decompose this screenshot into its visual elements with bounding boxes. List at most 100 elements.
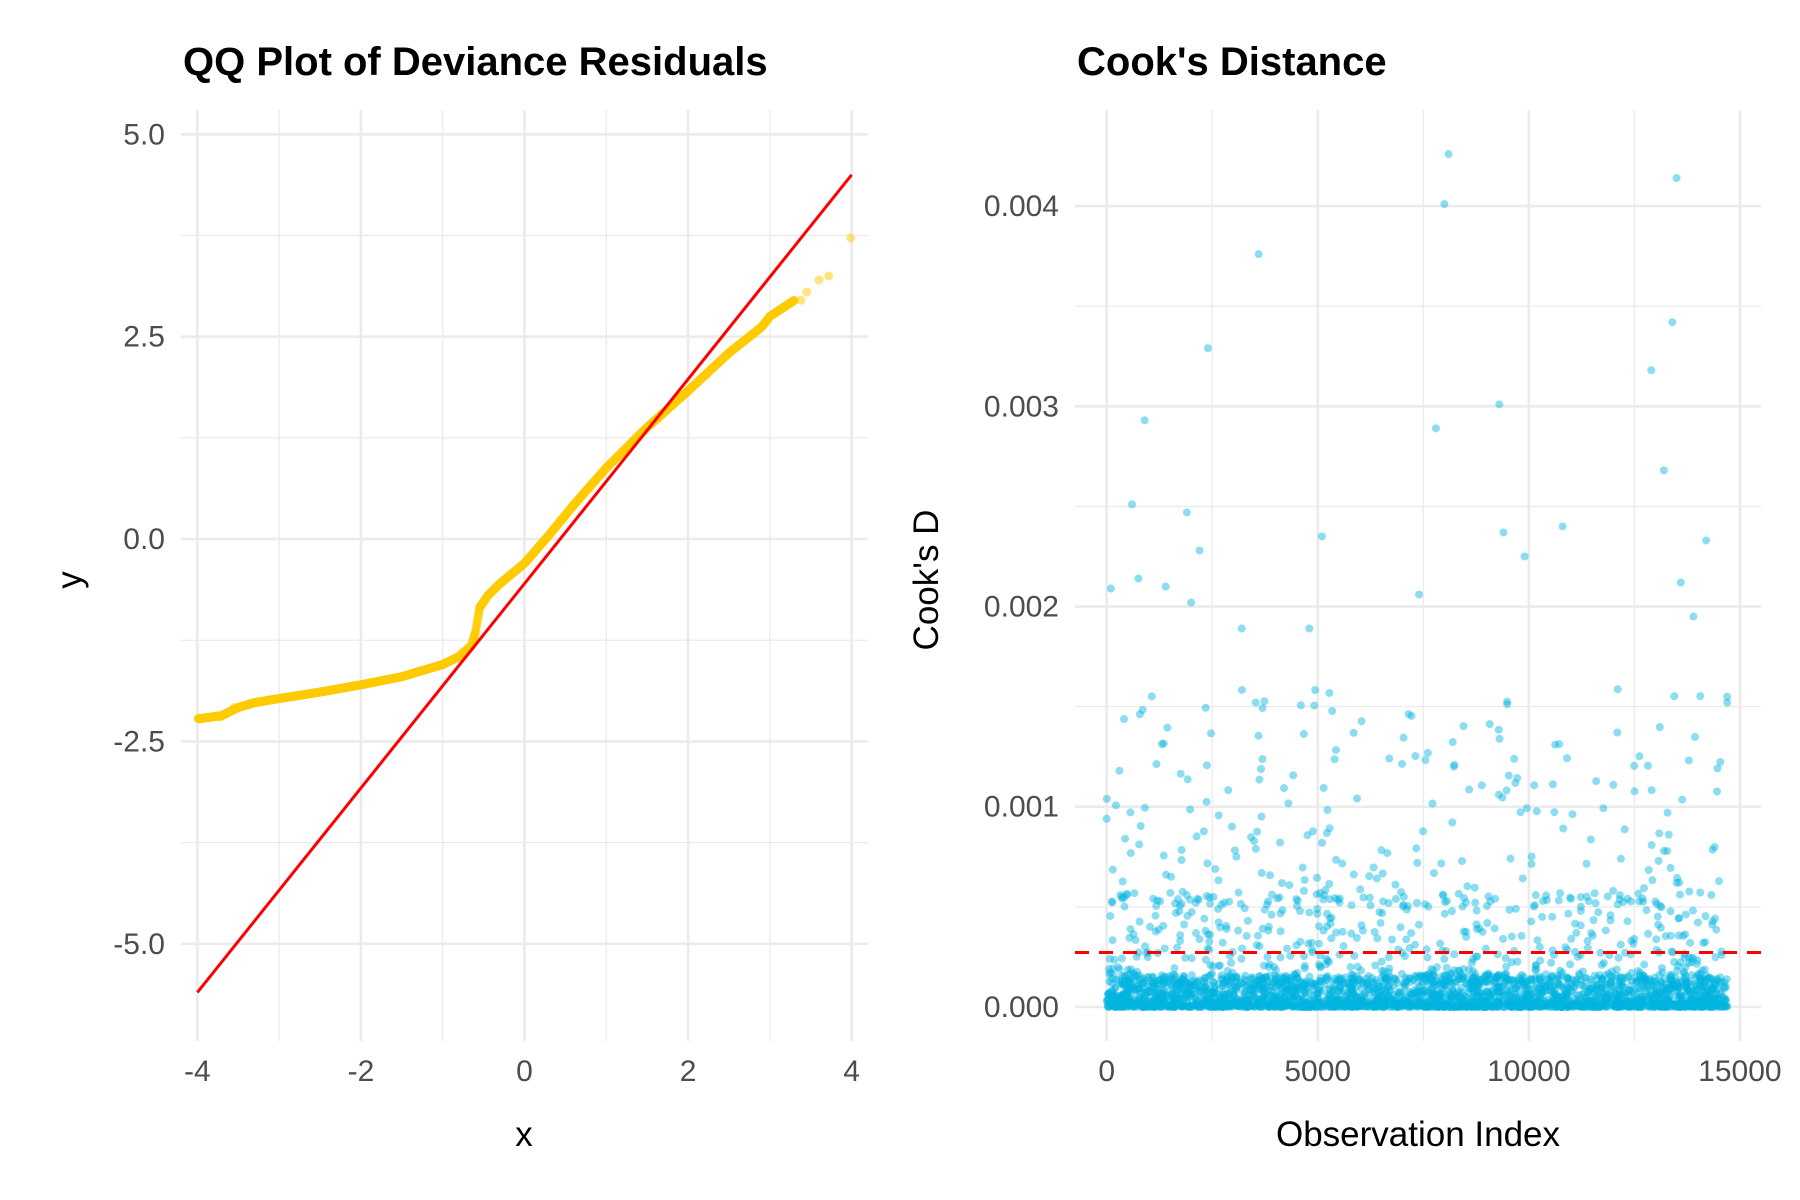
qq-plot-y-tick-labels: -5.0-2.50.02.55.0 [113, 118, 165, 961]
cook-point [1155, 993, 1164, 1002]
cook-point [1659, 984, 1668, 993]
cook-point [1396, 990, 1405, 999]
cook-y-tick-label: 0.001 [984, 791, 1059, 824]
cook-point [1698, 1002, 1707, 1011]
cook-point [1283, 1000, 1292, 1009]
cook-point [1537, 984, 1546, 993]
cook-point [1166, 995, 1175, 1004]
cook-point [1593, 1000, 1602, 1009]
cook-point [1662, 1002, 1671, 1011]
cook-point [1531, 891, 1540, 900]
cook-point [1200, 987, 1209, 996]
cook-point [1655, 1002, 1664, 1011]
cook-point [1522, 977, 1531, 986]
cook-point [1237, 996, 1246, 1005]
cook-point [1536, 991, 1545, 1000]
cook-point [1276, 991, 1285, 1000]
cook-point [1541, 987, 1550, 996]
cook-point [1273, 1002, 1282, 1011]
cook-point [1365, 1001, 1374, 1010]
cook-point [1176, 994, 1185, 1003]
cook-point [1278, 974, 1287, 983]
cook-point [1574, 999, 1583, 1008]
cook-point [1493, 997, 1502, 1006]
cook-point [1388, 999, 1397, 1008]
cook-point [1587, 1000, 1596, 1009]
cook-point [1681, 1000, 1690, 1009]
cook-point [1468, 1002, 1477, 1011]
cook-point [1619, 1002, 1628, 1011]
cook-point [1353, 982, 1362, 991]
cook-point [1156, 1002, 1165, 1011]
cook-point [1713, 1002, 1722, 1011]
cook-point [1614, 1002, 1623, 1011]
cook-point [1558, 1002, 1567, 1011]
cook-point [1304, 1002, 1313, 1011]
cook-point [1230, 998, 1239, 1007]
cook-point [1421, 1002, 1430, 1011]
cook-point [1323, 972, 1332, 981]
cook-point [1468, 977, 1477, 986]
cook-point [1358, 997, 1367, 1006]
cook-y-tick-label: 0.000 [984, 991, 1059, 1024]
cook-point [1259, 961, 1268, 970]
cook-point [1339, 998, 1348, 1007]
cook-point [1274, 1002, 1283, 1011]
cook-point [1338, 1001, 1347, 1010]
cook-point [1591, 997, 1600, 1006]
cook-point [1660, 997, 1669, 1006]
cook-point [1105, 1002, 1114, 1011]
cook-point [1168, 1000, 1177, 1009]
cook-point [1200, 973, 1209, 982]
cook-point [1219, 994, 1228, 1003]
cook-point [1223, 989, 1232, 998]
cook-point [1112, 975, 1121, 984]
cook-point [1157, 990, 1166, 999]
cook-point [1548, 982, 1557, 991]
cook-point [1405, 987, 1414, 996]
cook-point [1567, 1002, 1576, 1011]
cook-point [1135, 917, 1144, 926]
cook-point [1470, 983, 1479, 992]
cook-point [1614, 953, 1623, 962]
cook-point [1140, 990, 1149, 999]
cook-point [1279, 987, 1288, 996]
cook-point [1719, 982, 1728, 991]
cook-point [1657, 996, 1666, 1005]
cook-point [1588, 999, 1597, 1008]
cook-point [1244, 990, 1253, 999]
cook-point [1701, 975, 1710, 984]
cook-point [1508, 1001, 1517, 1010]
cook-point [1564, 1002, 1573, 1011]
cook-point [1557, 1002, 1566, 1011]
cook-point [1319, 1002, 1328, 1011]
cook-point [1425, 1001, 1434, 1010]
cook-point [1469, 993, 1478, 1002]
cook-point [1477, 998, 1486, 1007]
cook-point [1229, 999, 1238, 1008]
cook-point [1688, 906, 1697, 915]
cook-point [1699, 993, 1708, 1002]
cook-point [1689, 1002, 1698, 1011]
cook-point [1567, 980, 1576, 989]
cook-point [1558, 996, 1567, 1005]
cook-point [1244, 980, 1253, 989]
cook-point [1224, 1000, 1233, 1009]
cook-point [1315, 998, 1324, 1007]
cook-point [1536, 975, 1545, 984]
cook-point [1495, 971, 1504, 980]
cook-point [1175, 901, 1184, 910]
cook-point [1338, 927, 1347, 936]
cook-point [1646, 986, 1655, 995]
cook-point [1323, 995, 1332, 1004]
cook-point [1187, 989, 1196, 998]
cook-point [1568, 1001, 1577, 1010]
cook-point [1443, 998, 1452, 1007]
cook-point [1352, 933, 1361, 942]
cook-point [1152, 1002, 1161, 1011]
cook-point [1490, 1002, 1499, 1011]
cook-point [1675, 978, 1684, 987]
cook-point [1623, 972, 1632, 981]
cook-point [1378, 994, 1387, 1003]
cook-point [1240, 997, 1249, 1006]
